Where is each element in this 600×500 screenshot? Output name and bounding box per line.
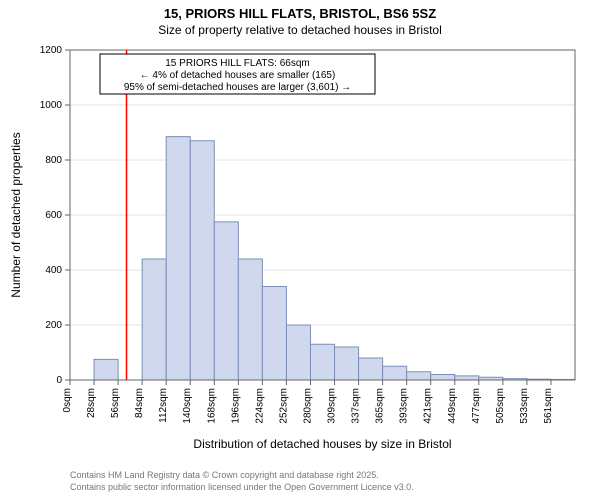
x-tick-label: 449sqm (447, 388, 458, 424)
x-tick-label: 140sqm (182, 388, 193, 424)
x-tick-label: 561sqm (543, 388, 554, 424)
x-tick-label: 337sqm (351, 388, 362, 424)
histogram-bar (335, 347, 359, 380)
x-axis-label: Distribution of detached houses by size … (193, 437, 451, 451)
x-tick-label: 84sqm (134, 388, 145, 418)
y-tick-label: 600 (45, 210, 62, 221)
histogram-bar (166, 137, 190, 380)
y-tick-label: 200 (45, 320, 62, 331)
histogram-bar (286, 325, 310, 380)
x-tick-label: 112sqm (158, 388, 169, 423)
histogram-bar (142, 259, 166, 380)
x-tick-label: 421sqm (423, 388, 434, 424)
histogram-bar (94, 359, 118, 380)
x-tick-label: 224sqm (254, 388, 265, 424)
info-box-line2: ← 4% of detached houses are smaller (165… (140, 70, 336, 81)
y-tick-label: 800 (45, 155, 62, 166)
footer-line2: Contains public sector information licen… (70, 482, 414, 492)
histogram-bar (262, 287, 286, 381)
info-box-line3: 95% of semi-detached houses are larger (… (124, 82, 351, 93)
histogram-bar (359, 358, 383, 380)
x-tick-label: 365sqm (375, 388, 386, 424)
histogram-bar (238, 259, 262, 380)
histogram-bar (455, 376, 479, 380)
x-tick-label: 0sqm (62, 388, 73, 412)
histogram-bar (310, 344, 334, 380)
chart-title: 15, PRIORS HILL FLATS, BRISTOL, BS6 5SZ (164, 6, 436, 21)
y-tick-label: 0 (56, 375, 62, 386)
x-tick-label: 168sqm (206, 388, 217, 424)
histogram-bar (383, 366, 407, 380)
x-tick-label: 280sqm (302, 388, 313, 424)
histogram-bar (407, 372, 431, 380)
histogram-bar (190, 141, 214, 380)
x-tick-label: 393sqm (399, 388, 410, 424)
histogram-bar (214, 222, 238, 380)
info-box-line1: 15 PRIORS HILL FLATS: 66sqm (165, 58, 310, 69)
y-tick-label: 400 (45, 265, 62, 276)
x-tick-label: 196sqm (230, 388, 241, 424)
chart-svg: 15, PRIORS HILL FLATS, BRISTOL, BS6 5SZ S… (0, 0, 600, 500)
x-tick-label: 477sqm (471, 388, 482, 424)
x-tick-label: 28sqm (86, 388, 97, 418)
chart-subtitle: Size of property relative to detached ho… (158, 23, 442, 37)
x-tick-label: 252sqm (278, 388, 289, 424)
x-tick-label: 56sqm (110, 388, 121, 418)
histogram-bar (431, 375, 455, 381)
x-tick-label: 533sqm (519, 388, 530, 424)
x-tick-label: 309sqm (327, 388, 338, 424)
y-tick-label: 1000 (40, 100, 63, 111)
footer-line1: Contains HM Land Registry data © Crown c… (70, 470, 379, 480)
y-tick-label: 1200 (40, 45, 63, 56)
y-axis-label: Number of detached properties (9, 132, 23, 297)
histogram-chart: 15, PRIORS HILL FLATS, BRISTOL, BS6 5SZ S… (0, 0, 600, 500)
x-tick-label: 505sqm (495, 388, 506, 424)
